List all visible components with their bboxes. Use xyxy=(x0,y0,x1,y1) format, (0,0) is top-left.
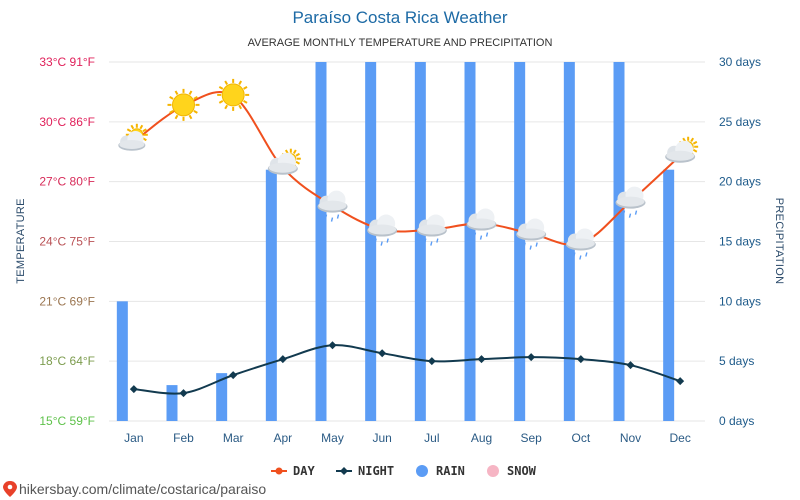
night-point xyxy=(626,361,635,370)
left-axis-label: TEMPERATURE xyxy=(15,198,27,284)
x-tick-label: Feb xyxy=(173,431,194,445)
legend-label: DAY xyxy=(293,464,315,478)
weather-icons xyxy=(118,78,699,260)
legend-label: SNOW xyxy=(507,464,537,478)
location-pin-icon xyxy=(3,481,17,497)
left-tick-label: 30°C 86°F xyxy=(39,115,95,129)
x-tick-label: Jan xyxy=(124,431,143,445)
x-tick-label: Jul xyxy=(424,431,439,445)
left-tick-label: 33°C 91°F xyxy=(39,55,95,69)
right-tick-label: 0 days xyxy=(719,414,754,428)
rain-bar xyxy=(514,62,526,421)
rain-bar xyxy=(216,373,228,421)
x-axis-ticks: Jan Feb Mar Apr May Jun Jul Aug Sep Oct Nov Dec xyxy=(124,431,691,445)
gridlines xyxy=(109,61,705,422)
rain-icon xyxy=(565,228,596,260)
x-tick-label: Apr xyxy=(273,431,292,445)
night-point xyxy=(328,341,337,350)
right-tick-label: 5 days xyxy=(719,354,754,368)
right-tick-label: 15 days xyxy=(719,235,761,249)
chart-legend: DAY NIGHT RAIN SNOW xyxy=(271,464,537,478)
legend-item-rain[interactable]: RAIN xyxy=(416,464,465,478)
night-point xyxy=(477,355,486,364)
night-point xyxy=(676,377,685,386)
rain-bar xyxy=(315,62,327,421)
left-tick-label: 27°C 80°F xyxy=(39,175,95,189)
chart-title: Paraíso Costa Rica Weather xyxy=(292,8,507,27)
chart-subtitle: AVERAGE MONTHLY TEMPERATURE AND PRECIPIT… xyxy=(248,37,553,49)
left-tick-label: 21°C 69°F xyxy=(39,294,95,308)
x-tick-label: May xyxy=(321,431,344,445)
x-tick-label: Jun xyxy=(372,431,391,445)
right-tick-label: 10 days xyxy=(719,294,761,308)
rain-bar xyxy=(414,62,426,421)
right-axis-label: PRECIPITATION xyxy=(773,198,785,285)
rain-bar xyxy=(464,62,476,421)
legend-label: RAIN xyxy=(436,464,465,478)
rain-icon xyxy=(466,208,497,240)
rain-icon xyxy=(516,218,547,250)
sun-icon xyxy=(167,88,200,121)
night-line xyxy=(133,344,681,395)
x-tick-label: Mar xyxy=(223,431,244,445)
footer: hikersbay.com/climate/costarica/paraiso xyxy=(3,481,266,497)
x-tick-label: Aug xyxy=(471,431,492,445)
legend-item-snow[interactable]: SNOW xyxy=(487,464,537,478)
right-tick-label: 25 days xyxy=(719,115,761,129)
left-tick-label: 15°C 59°F xyxy=(39,414,95,428)
night-point xyxy=(278,355,287,364)
temperature-lines xyxy=(129,91,685,398)
rain-bar xyxy=(365,62,377,421)
x-tick-label: Oct xyxy=(571,431,590,445)
night-point xyxy=(229,371,238,380)
day-line xyxy=(133,91,681,246)
footer-link[interactable]: hikersbay.com/climate/costarica/paraiso xyxy=(19,481,266,497)
rain-icon xyxy=(416,214,447,246)
rain-bar xyxy=(613,62,625,421)
partly-cloudy-icon xyxy=(267,148,301,175)
rain-icon xyxy=(367,214,398,246)
rain-bar xyxy=(166,385,178,421)
partly-cloudy-icon xyxy=(665,136,699,163)
night-point xyxy=(378,349,387,358)
rain-icon xyxy=(317,190,348,222)
x-tick-label: Dec xyxy=(669,431,690,445)
partly-sunny-icon xyxy=(118,123,148,151)
night-point xyxy=(576,355,585,364)
sun-icon xyxy=(217,78,250,111)
rain-icon xyxy=(615,186,646,218)
right-tick-label: 20 days xyxy=(719,175,761,189)
legend-item-night[interactable]: NIGHT xyxy=(336,464,394,478)
left-tick-label: 24°C 75°F xyxy=(39,235,95,249)
legend-item-day[interactable]: DAY xyxy=(271,464,315,478)
left-tick-label: 18°C 64°F xyxy=(39,354,95,368)
rain-bar xyxy=(663,169,675,421)
x-tick-label: Nov xyxy=(620,431,641,445)
rain-bar xyxy=(116,301,128,421)
night-point xyxy=(527,353,536,362)
night-point xyxy=(129,385,138,394)
rain-bar xyxy=(265,169,277,421)
x-tick-label: Sep xyxy=(520,431,542,445)
night-point xyxy=(427,357,436,366)
right-axis-ticks: 30 days 25 days 20 days 15 days 10 days 5 day… xyxy=(719,55,761,428)
legend-label: NIGHT xyxy=(358,464,394,478)
night-point xyxy=(179,389,188,398)
left-axis-ticks: 33°C 91°F 30°C 86°F 27°C 80°F 24°C 75°F 21°C… xyxy=(39,55,95,428)
right-tick-label: 30 days xyxy=(719,55,761,69)
